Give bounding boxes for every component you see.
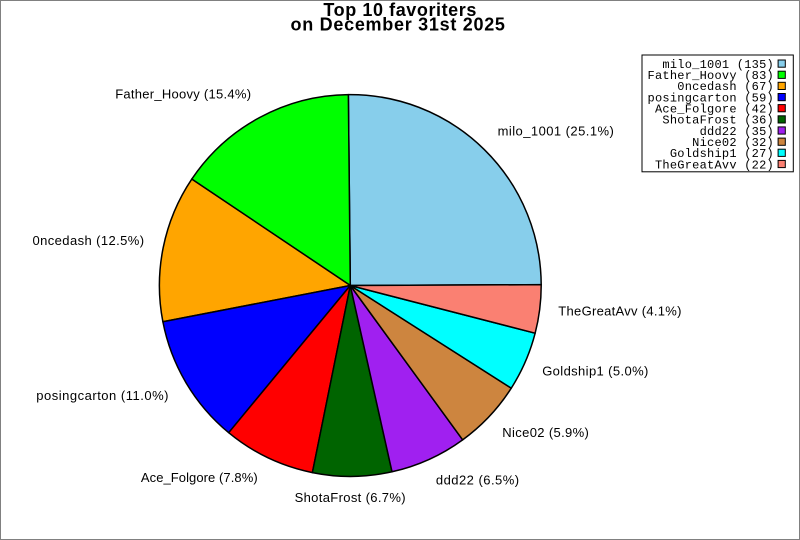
svg-text:Father_Hoovy (83): Father_Hoovy (83) [648,69,775,83]
svg-text:Goldship1 (5.0%): Goldship1 (5.0%) [542,364,649,379]
svg-text:on December 31st 2025: on December 31st 2025 [291,15,506,35]
svg-text:posingcarton (59): posingcarton (59) [648,91,775,105]
svg-text:ShotaFrost (6.7%): ShotaFrost (6.7%) [295,490,406,505]
svg-text:posingcarton (11.0%): posingcarton (11.0%) [36,388,169,403]
svg-text:Top 10 favoriters: Top 10 favoriters [323,0,477,20]
svg-text:ddd22 (35): ddd22 (35) [700,125,774,139]
svg-text:milo_1001 (135): milo_1001 (135) [662,58,774,72]
svg-text:Goldship1 (27): Goldship1 (27) [670,147,774,161]
svg-text:Ace_Folgore (42): Ace_Folgore (42) [655,103,774,117]
svg-text:Ace_Folgore (7.8%): Ace_Folgore (7.8%) [141,470,258,485]
svg-text:milo_1001 (25.1%): milo_1001 (25.1%) [498,124,615,139]
svg-text:0ncedash (12.5%): 0ncedash (12.5%) [33,233,145,248]
svg-text:Father_Hoovy (15.4%): Father_Hoovy (15.4%) [115,86,251,101]
svg-text:0ncedash (67): 0ncedash (67) [677,80,774,94]
svg-text:TheGreatAvv (4.1%): TheGreatAvv (4.1%) [558,304,681,319]
svg-text:Nice02 (5.9%): Nice02 (5.9%) [502,425,589,440]
svg-text:ddd22 (6.5%): ddd22 (6.5%) [436,473,520,488]
svg-text:ShotaFrost (36): ShotaFrost (36) [662,114,774,128]
svg-text:TheGreatAvv (22): TheGreatAvv (22) [655,158,774,172]
svg-text:Nice02 (32): Nice02 (32) [692,136,774,150]
